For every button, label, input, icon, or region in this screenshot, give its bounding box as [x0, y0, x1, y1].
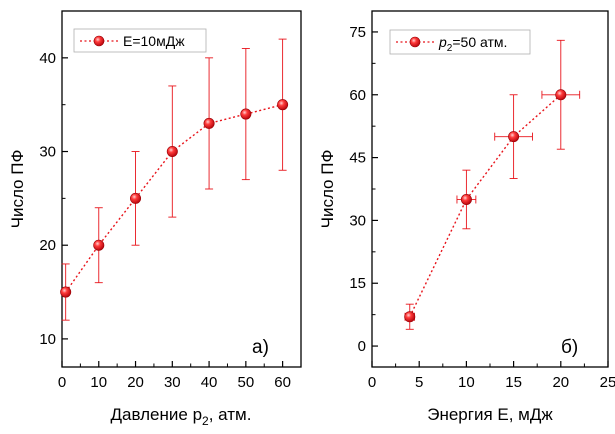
x-tick-label-a: 40	[201, 374, 218, 391]
data-point	[130, 192, 142, 204]
series-line	[65, 104, 283, 293]
x-tick-label-b: 0	[368, 374, 376, 391]
legend-a: E=10мДж	[73, 28, 207, 53]
data-point	[460, 193, 472, 205]
y-tick-label-b: 45	[349, 150, 366, 167]
x-tick-label-b: 25	[600, 374, 615, 391]
legend-text-b-italic: p	[438, 34, 447, 50]
axis-ticks-b: 0 5 10 15 20 25 0 15 30 45 60 75	[349, 24, 615, 391]
x-tick-label-a: 30	[164, 374, 181, 391]
panel-label-a: а)	[252, 337, 269, 358]
data-point	[404, 311, 416, 323]
x-tick-label-a: 50	[238, 374, 255, 391]
legend-marker-a	[93, 35, 105, 47]
chart-panel-b: 0 5 10 15 20 25 0 15 30 45 60 75 p2=50 атм. б) Числ…	[318, 10, 615, 424]
y-tick-label-a: 10	[39, 331, 56, 348]
x-axis-label-a-main: Давление p	[111, 405, 203, 424]
legend-marker-b	[409, 36, 421, 48]
x-axis-label-a: Давление p2, атм.	[111, 405, 252, 428]
series-group-b	[404, 39, 581, 330]
y-axis-label-a: Число ПФ	[8, 150, 27, 229]
x-tick-label-b: 20	[552, 374, 569, 391]
y-tick-label-b: 15	[349, 275, 366, 292]
chart-panel-a: 0 10 20 30 40 50 60 10 20 30 40 E=10мДж а) Число П…	[8, 10, 302, 428]
series-line	[409, 94, 562, 318]
data-point	[93, 239, 105, 251]
y-tick-label-b: 60	[349, 87, 366, 104]
x-tick-label-b: 15	[505, 374, 522, 391]
legend-box-a	[73, 28, 207, 53]
legend-b: p2=50 атм.	[389, 29, 531, 55]
data-point	[555, 89, 567, 101]
legend-text-b-sub: 2	[447, 43, 453, 54]
y-tick-label-a: 30	[39, 144, 56, 161]
x-tick-label-a: 60	[274, 374, 291, 391]
x-tick-label-b: 5	[415, 374, 423, 391]
data-point	[240, 108, 252, 120]
x-tick-label-a: 10	[90, 374, 107, 391]
plot-frame-a	[61, 10, 302, 368]
data-point	[203, 117, 215, 129]
data-point	[60, 286, 72, 298]
y-axis-label-b: Число ПФ	[318, 150, 337, 229]
series-group-a	[60, 38, 289, 321]
legend-text-a: E=10мДж	[123, 33, 185, 49]
x-axis-label-a-sub: 2	[202, 414, 209, 428]
y-tick-label-a: 40	[39, 50, 56, 67]
y-tick-label-b: 0	[358, 338, 366, 355]
legend-text-b: p2=50 атм.	[438, 34, 507, 54]
x-tick-label-b: 10	[458, 374, 475, 391]
y-tick-label-a: 20	[39, 237, 56, 254]
data-point	[508, 131, 520, 143]
data-point	[166, 146, 178, 158]
panel-label-b: б)	[561, 337, 578, 358]
legend-text-b-rest: =50 атм.	[452, 34, 507, 50]
x-axis-label-a-suffix: , атм.	[209, 405, 252, 424]
data-point	[277, 99, 289, 111]
x-tick-label-a: 0	[58, 374, 66, 391]
x-tick-label-a: 20	[127, 374, 144, 391]
y-tick-label-b: 30	[349, 212, 366, 229]
axis-ticks-a: 0 10 20 30 40 50 60 10 20 30 40	[39, 50, 291, 391]
x-axis-label-b: Энергия E, мДж	[427, 405, 553, 424]
y-tick-label-b: 75	[349, 24, 366, 41]
